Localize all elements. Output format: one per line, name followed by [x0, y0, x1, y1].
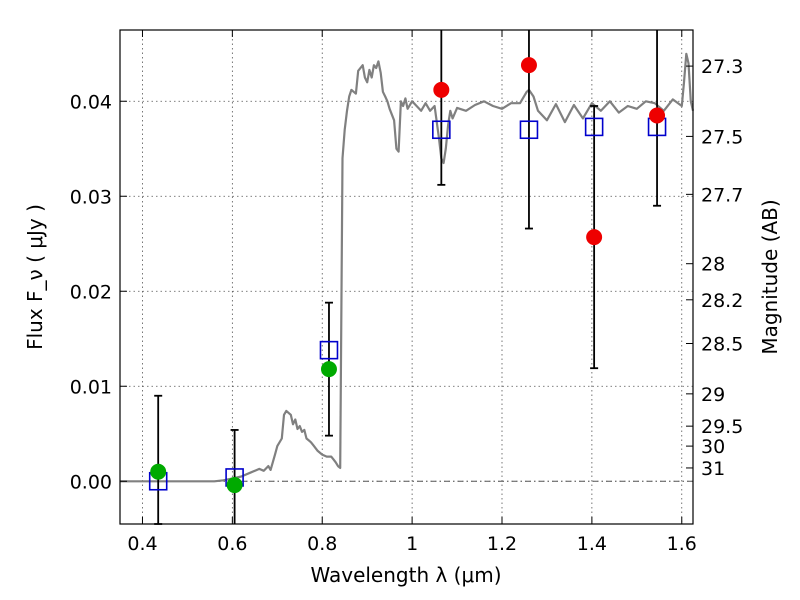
gridlines	[120, 30, 693, 524]
error-bar-layer	[154, 30, 662, 525]
right-tick-label: 31	[701, 458, 725, 480]
observed-point	[649, 107, 666, 124]
observed-point	[320, 361, 337, 378]
y-axis-title: Flux F_ν ( μJy )	[23, 204, 47, 350]
x-axis-title: Wavelength λ (μm)	[310, 563, 501, 587]
right-tick-label: 27.3	[701, 56, 743, 78]
observed-point	[586, 229, 603, 246]
y-tick-label: 0.02	[70, 281, 112, 303]
model-square-point	[432, 120, 451, 140]
model-square-point	[519, 120, 539, 140]
observed-point	[226, 477, 243, 494]
x-tick-label: 1.6	[667, 533, 697, 555]
y-tick-label: 0.01	[70, 376, 112, 398]
right-axis-title: Magnitude (AB)	[758, 199, 782, 354]
x-tick-label: 0.8	[307, 533, 337, 555]
right-tick-label: 28	[701, 254, 725, 276]
right-tick-label: 29.5	[701, 416, 743, 438]
spectrum-line	[120, 52, 695, 483]
observed-point	[520, 57, 537, 74]
observed-point	[433, 81, 450, 98]
plot-frame	[119, 29, 694, 525]
right-tick-label: 30	[701, 436, 725, 458]
y-tick-label: 0.04	[70, 91, 112, 113]
right-tick-label: 28.2	[701, 290, 743, 312]
y-tick-label: 0.00	[70, 471, 112, 493]
spectrum-layer	[120, 52, 695, 483]
model-square-point	[584, 117, 604, 137]
model-square-point	[319, 340, 339, 360]
axis-ticks: 0.4 0.6 0.8 1 1.2 1.4 1.6 0.00 0.01 0.02 0.03 0.04 2…	[70, 30, 743, 555]
right-tick-label: 29	[701, 384, 725, 406]
x-tick-label: 1.4	[577, 533, 607, 555]
x-tick-label: 0.4	[127, 533, 157, 555]
right-tick-label: 28.5	[701, 334, 743, 356]
x-tick-label: 0.6	[217, 533, 247, 555]
x-tick-label: 1.2	[487, 533, 517, 555]
right-tick-label: 27.7	[701, 184, 743, 206]
right-tick-label: 27.5	[701, 126, 743, 148]
y-tick-label: 0.03	[70, 186, 112, 208]
observed-point	[150, 463, 167, 480]
marker-layer	[148, 57, 667, 494]
x-tick-label: 1	[406, 533, 418, 555]
